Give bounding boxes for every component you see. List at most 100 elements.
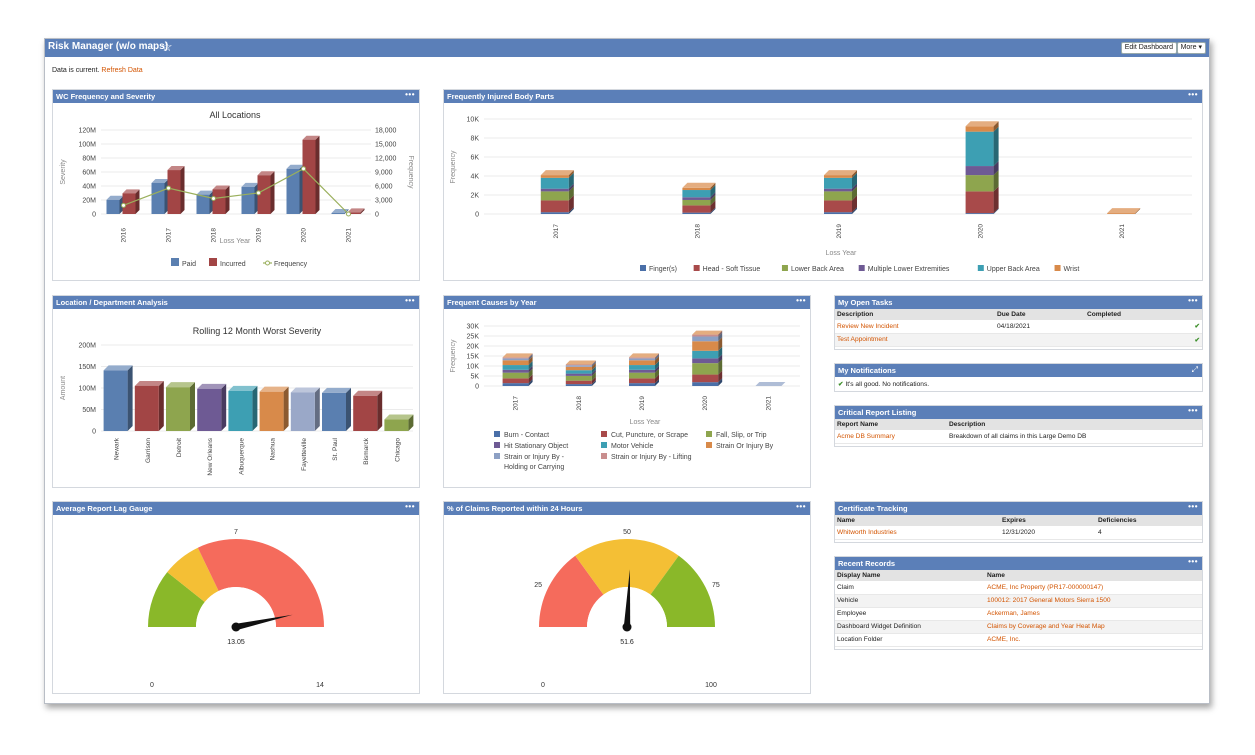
stack-segment [824, 212, 852, 214]
record-link[interactable]: 100012: 2017 General Motors Sierra 1500 [987, 597, 1111, 604]
more-button[interactable]: More ▾ [1176, 42, 1206, 54]
column-header[interactable]: Deficiencies [1096, 515, 1202, 526]
bar-incurred-side [360, 208, 365, 214]
panel-menu-icon[interactable]: ••• [1188, 406, 1198, 415]
panel-title: WC Frequency and Severity [56, 92, 156, 101]
stack-segment [502, 358, 529, 361]
panel-menu-icon[interactable]: ••• [1188, 90, 1198, 99]
stack-segment-side [718, 378, 723, 386]
panel-menu-icon[interactable]: ••• [1188, 296, 1198, 305]
stack-segment [540, 212, 569, 214]
location-bar-side [346, 387, 351, 431]
location-bar [322, 392, 346, 431]
task-link[interactable]: Test Appointment [837, 336, 888, 343]
x-tick-label: 2021 [1119, 224, 1126, 239]
x-tick-label: 2018 [576, 396, 583, 411]
stack-top [755, 382, 786, 386]
record-type: Location Folder [835, 633, 985, 647]
legend-label: Cut, Puncture, or Scrape [611, 432, 688, 439]
location-bar-top [384, 414, 414, 420]
legend-swatch [977, 265, 984, 271]
column-header[interactable]: Description [947, 419, 1202, 430]
column-header[interactable]: Name [835, 515, 1000, 526]
panel-menu-icon[interactable]: ••• [796, 502, 806, 511]
y-tick-label: 5K [470, 374, 479, 381]
panel-menu-icon[interactable]: ••• [405, 90, 415, 99]
bar-paid [241, 186, 255, 214]
panel-header: Average Report Lag Gauge ••• [53, 502, 419, 515]
table-row: Dashboard Widget Definition Claims by Co… [835, 620, 1202, 634]
stack-segment [629, 358, 655, 361]
task-link[interactable]: Review New Incident [837, 322, 899, 330]
column-header[interactable]: Expires [1000, 515, 1096, 526]
location-bar [384, 419, 409, 431]
panel-menu-icon[interactable]: ••• [796, 296, 806, 305]
column-header[interactable]: Name [985, 570, 1202, 581]
x-tick-label: 2020 [301, 228, 308, 243]
stack-top [824, 170, 857, 176]
column-header[interactable]: Due Date [995, 309, 1085, 320]
x-axis-label: Loss Year [826, 250, 857, 257]
x-tick-label: 2016 [121, 228, 128, 243]
record-link[interactable]: Ackerman, James [987, 610, 1040, 617]
bar-incurred [212, 189, 226, 214]
stack-segment-side [528, 354, 533, 361]
stack-top [502, 353, 533, 358]
panel-title: Frequently Injured Body Parts [447, 92, 555, 101]
stack-segment [502, 378, 529, 384]
refresh-data-link[interactable]: Refresh Data [101, 67, 143, 74]
critical-report-panel: Critical Report Listing ••• Report Name … [834, 405, 1203, 447]
record-link[interactable]: ACME, Inc Property (PR17-000000147) [987, 583, 1104, 591]
column-header[interactable]: Completed [1085, 309, 1202, 320]
gauge-mid-label: 50 [623, 529, 631, 536]
stack-segment [540, 191, 569, 201]
stack-segment [629, 369, 655, 373]
stack-segment-side [591, 360, 596, 366]
report-link[interactable]: Acme DB Summary [837, 432, 895, 440]
legend-swatch [601, 442, 607, 448]
bar-paid [331, 213, 345, 214]
panel-menu-icon[interactable]: ••• [1188, 502, 1198, 511]
column-header[interactable]: Description [835, 309, 995, 320]
location-bar [228, 390, 253, 431]
legend-swatch [171, 258, 179, 266]
stack-segment [965, 175, 994, 192]
y2-axis-label: Frequency [407, 155, 414, 189]
panel-menu-icon[interactable]: ••• [1188, 557, 1198, 566]
x-tick-label: Fayetteville [301, 438, 308, 471]
stack-top [565, 360, 596, 365]
column-header[interactable]: Display Name [835, 570, 985, 581]
stack-segment-side [718, 337, 723, 351]
stack-segment [682, 205, 711, 213]
stack-segment [565, 366, 592, 371]
record-link[interactable]: ACME, Inc. [987, 636, 1021, 643]
x-tick-label: St. Paul [332, 437, 339, 460]
legend-label: Head - Soft Tissue [703, 266, 761, 273]
edit-dashboard-button[interactable]: Edit Dashboard [1120, 42, 1177, 54]
injured-body-parts-panel: Frequently Injured Body Parts ••• 0 2K 4K 6… [443, 89, 1203, 281]
stack-segment [565, 365, 592, 367]
frequency-point [166, 185, 171, 191]
certificate-link[interactable]: Whitworth Industries [837, 528, 897, 536]
location-bar-top [353, 390, 383, 396]
stack-segment [540, 177, 569, 189]
stack-segment-side [528, 374, 533, 384]
column-header[interactable]: Report Name [835, 419, 947, 430]
stack-segment [824, 200, 852, 213]
record-link[interactable]: Claims by Coverage and Year Heat Map [987, 623, 1105, 630]
stack-segment-side [993, 126, 999, 167]
expand-icon[interactable]: ⤢ [1191, 365, 1198, 374]
location-bar [290, 392, 315, 431]
claims-24h-gauge: 51.6 0 100 50 25 75 [534, 529, 720, 689]
body-parts-chart: 0 2K 4K 6K 8K 10K Frequency 2017 2018 2019 2020 202… [450, 117, 1192, 273]
location-bar [166, 387, 190, 431]
gauge-value: 13.05 [227, 639, 245, 646]
gauge-max-label: 14 [316, 682, 324, 689]
panel-menu-icon[interactable]: ••• [405, 502, 415, 511]
panel-menu-icon[interactable]: ••• [405, 296, 415, 305]
y-tick-label: 10K [467, 364, 480, 371]
gauge-band [148, 572, 205, 627]
y-tick-label: 2K [470, 193, 479, 200]
stack-segment-side [993, 121, 999, 132]
favorite-star-icon[interactable]: ☆ [161, 39, 173, 54]
